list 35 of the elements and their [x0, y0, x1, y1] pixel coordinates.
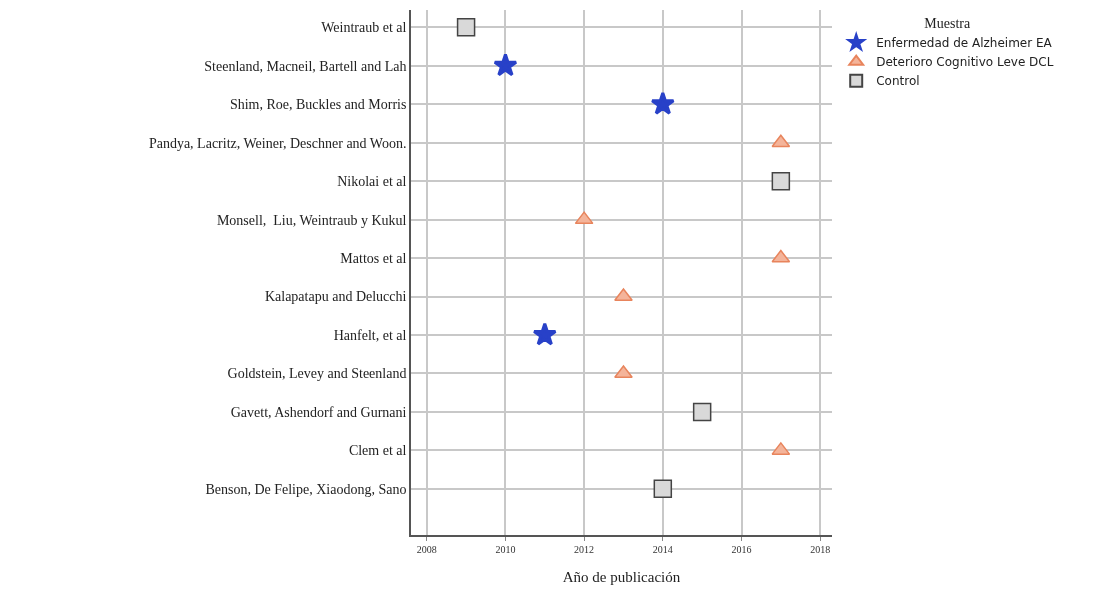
y-tick-label: Mattos et al: [340, 250, 407, 266]
point: [771, 134, 791, 148]
y-tick-label: Shim, Roe, Buckles and Morris: [229, 97, 407, 113]
y-tick-label: Gavett, Ashendorf and Gurnani: [230, 404, 407, 420]
point: [771, 171, 791, 191]
x-tick-label: 2012: [574, 543, 595, 555]
point: [771, 249, 791, 263]
x-tick-label: 2008: [416, 543, 437, 555]
legend-label: Control: [876, 74, 920, 89]
point: [650, 91, 675, 115]
legend-label: Enfermedad de Alzheimer EA: [876, 36, 1053, 51]
y-tick-label: Monsell, Liu, Weintraub y Kukul: [216, 212, 407, 228]
point: [532, 322, 557, 346]
x-tick-label: 2014: [652, 543, 673, 555]
y-tick-label: Weintraub et al: [321, 20, 407, 36]
y-tick-label: Nikolai et al: [337, 174, 407, 190]
y-tick-label: Hanfelt, et al: [333, 327, 407, 343]
point: [574, 211, 594, 225]
point: [614, 288, 633, 302]
y-tick-label: Steenland, Macneil, Bartell and Lah: [204, 58, 407, 74]
y-tick-label: Pandya, Lacritz, Weiner, Deschner and Woon.: [148, 135, 407, 151]
x-tick-label: 2016: [731, 543, 752, 555]
x-axis-title: Año de publicación: [562, 569, 681, 586]
x-tick-label: 2010: [495, 543, 516, 555]
point: [653, 479, 673, 499]
y-tick-label: Benson, De Felipe, Xiaodong, Sano: [205, 481, 407, 497]
point: [692, 402, 712, 422]
point: [493, 53, 518, 77]
legend-title: Muestra: [924, 16, 972, 32]
point: [456, 18, 476, 37]
y-tick-label: Kalapatapu and Delucchi: [264, 289, 407, 305]
x-tick-label: 2018: [810, 543, 831, 555]
y-tick-label: Goldstein, Levey and Steenland: [227, 366, 407, 382]
legend-label: Deterioro Cognitivo Leve DCL: [876, 55, 1054, 70]
y-tick-label: Clem et al: [348, 443, 407, 459]
